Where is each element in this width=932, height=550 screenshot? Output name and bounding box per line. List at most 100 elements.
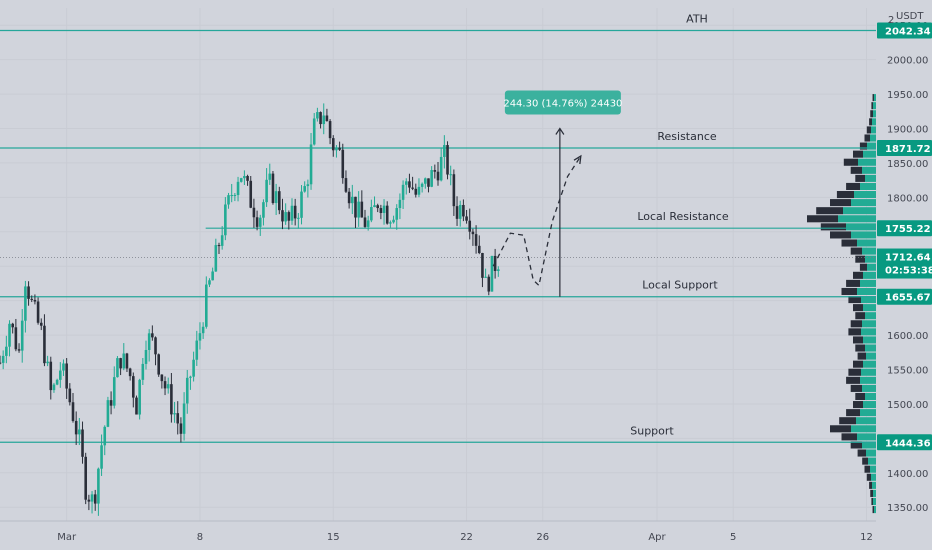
volume-profile-bar-up [873,102,876,110]
volume-profile-bar-down [864,465,870,473]
candle-body [303,186,306,192]
volume-profile-bar-down [807,215,838,223]
volume-profile-bar-up [865,392,876,401]
candle-body [433,170,437,172]
candle-body [144,349,148,364]
time-tick-label: 8 [197,532,203,543]
candle-body [160,374,164,382]
volume-profile-bar-up [867,263,876,271]
candle-body [452,174,456,207]
candle-body [179,423,183,434]
candle-body [354,196,357,218]
candle-body [217,245,221,247]
candle-body [373,205,376,208]
volume-profile-bar-down [853,336,863,344]
time-tick-label: Mar [57,532,77,543]
candle-body [477,245,481,254]
candle-body [309,144,313,185]
volume-profile-bar-down [841,287,857,296]
candle-body [109,400,113,406]
price-tick-label: 1550.00 [887,366,928,377]
volume-profile-bar-down [855,255,865,263]
candle-body [78,429,81,435]
volume-profile-bar-down [870,110,873,118]
volume-profile-bar-down [820,223,846,231]
volume-profile-bar-down [857,449,866,457]
candle-body [363,217,367,227]
volume-profile-bar-up [863,304,876,312]
candle-body [487,276,491,292]
volume-profile-bar-up [851,231,876,239]
candle-body [306,184,310,187]
candles [0,103,500,516]
candle-body [474,234,478,246]
volume-profile-bar-down [871,497,873,506]
candle-body [138,379,141,415]
candle-body [370,207,373,221]
countdown-text: 02:53:38 [885,266,932,277]
current-price-tag [877,248,932,279]
candle-body [274,191,278,204]
volume-profile-bar-down [850,166,862,174]
candle-body [300,191,303,218]
candle-body [414,188,418,195]
candle-body [74,420,78,435]
volume-profile-bar-down [872,506,874,514]
volume-profile-bar-up [865,174,876,182]
volume-profile-bar-up [860,409,876,417]
candle-body [36,301,40,323]
volume-profile-bar-up [860,182,876,191]
time-tick-label: 15 [327,532,340,543]
candle-body [265,179,268,203]
candle-body [103,426,107,446]
level-price-tag-text: 1444.36 [885,438,931,449]
volume-profile-bar-down [853,401,863,409]
volume-profile-bar-up [860,279,876,287]
candle-body [255,217,259,227]
candle-body [389,222,392,224]
candle-body [427,178,430,187]
volume-profile-bar-down [853,271,863,279]
candle-body [392,219,395,223]
volume-profile-bar-down [864,134,870,142]
candle-body [443,145,446,157]
time-axis: Mar 8 15 22 26 Apr 5 12 [57,532,873,543]
candle-body [395,208,399,220]
volume-profile-bar-down [869,118,872,126]
candle-body [43,325,46,364]
candle-body [205,284,208,327]
candle-body [100,445,103,469]
candle-body [287,212,291,221]
candle-body [11,323,14,328]
volume-profile-bar-down [859,263,867,271]
measure-label-box [504,90,621,115]
candle-body [33,299,37,302]
price-tick-label: 1800.00 [887,193,928,204]
time-tick-label: 5 [730,532,736,543]
candle-body [436,171,440,181]
candle-body [471,231,475,235]
level-price-tag [877,220,932,237]
level-price-tag-text: 2042.34 [885,26,931,37]
candle-body [284,212,287,222]
candle-body [0,362,2,364]
candle-body [271,173,275,204]
volume-profile-bar-up [858,158,876,166]
candle-body [278,191,281,211]
candle-body [246,176,249,181]
candle-body [46,361,49,364]
candle-body [347,191,351,204]
volume-profile-bar-down [846,182,860,191]
candle-body [351,196,354,204]
level-price-tag-text: 1655.67 [885,293,931,304]
volume-profile-bar-down [848,368,861,376]
candle-body [157,354,160,375]
volume-profile-bar-up [862,247,876,255]
volume-profile-bar-up [843,207,876,215]
volume-profile-bar-up [865,344,876,352]
current-price-text: 1712.64 [885,253,931,264]
candle-body [211,271,214,281]
candle-body [252,207,256,218]
candle-body [385,205,389,224]
